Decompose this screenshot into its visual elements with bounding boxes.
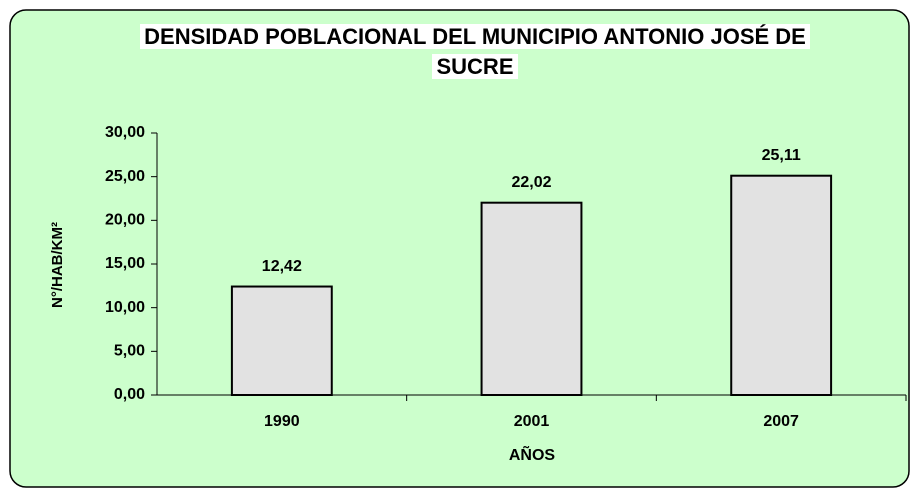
bar <box>230 285 333 397</box>
bar <box>730 174 833 396</box>
y-tick-label: 20,00 <box>105 212 145 229</box>
data-label: 22,02 <box>511 174 551 191</box>
x-axis-label: AÑOS <box>509 444 556 464</box>
y-axis-label: N°/HAB/KM² <box>49 222 66 308</box>
chart-title-box: DENSIDAD POBLACIONAL DEL MUNICIPIO ANTON… <box>130 22 820 82</box>
x-tick-label: 2007 <box>763 413 799 430</box>
x-tick-label: 2001 <box>514 413 550 430</box>
chart-title: DENSIDAD POBLACIONAL DEL MUNICIPIO ANTON… <box>140 24 810 79</box>
y-tick-label: 5,00 <box>114 343 145 360</box>
bar <box>480 201 583 396</box>
x-tick-label: 1990 <box>264 413 300 430</box>
data-label: 25,11 <box>762 147 801 164</box>
y-tick-label: 30,00 <box>105 124 145 141</box>
data-label: 12,42 <box>262 258 302 275</box>
y-tick-label: 10,00 <box>105 299 145 316</box>
y-tick-label: 15,00 <box>105 255 145 272</box>
y-tick-label: 25,00 <box>105 168 145 185</box>
y-tick-label: 0,00 <box>114 386 145 403</box>
